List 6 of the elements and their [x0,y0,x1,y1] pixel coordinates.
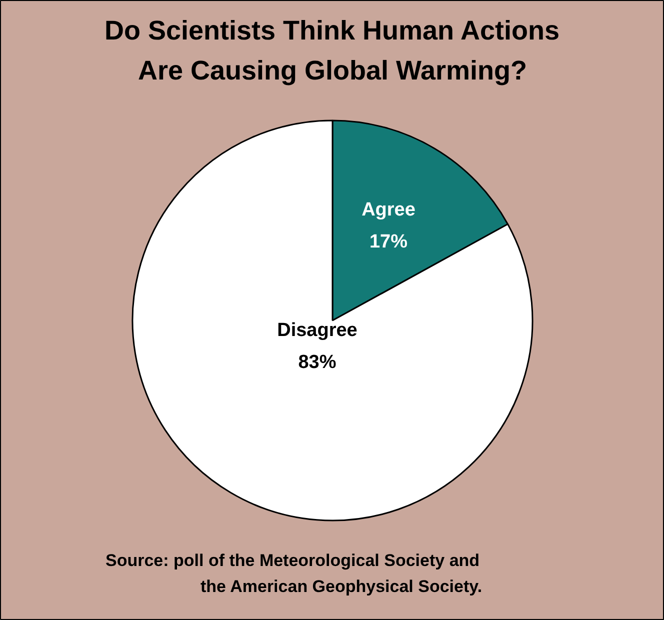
chart-title: Do Scientists Think Human Actions Are Causing Global Warming? [104,16,560,86]
data-label: 17% [369,231,408,252]
slice-label: Disagree [277,320,358,341]
source-note: Source: poll of the Meteorological Society and the American Geophysical Society. [106,551,482,596]
slice-label: Agree [362,199,416,220]
data-label: 83% [298,352,336,373]
